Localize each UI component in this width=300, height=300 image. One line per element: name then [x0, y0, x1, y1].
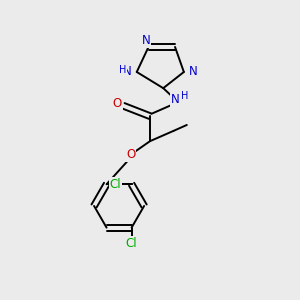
Text: N: N — [142, 34, 151, 47]
Text: N: N — [189, 65, 198, 79]
Text: Cl: Cl — [110, 178, 121, 191]
Text: Cl: Cl — [126, 237, 137, 250]
Text: N: N — [123, 65, 131, 79]
Text: N: N — [171, 93, 179, 106]
Text: O: O — [126, 148, 136, 161]
Text: O: O — [112, 97, 122, 110]
Text: H: H — [119, 65, 126, 76]
Text: H: H — [181, 92, 188, 101]
